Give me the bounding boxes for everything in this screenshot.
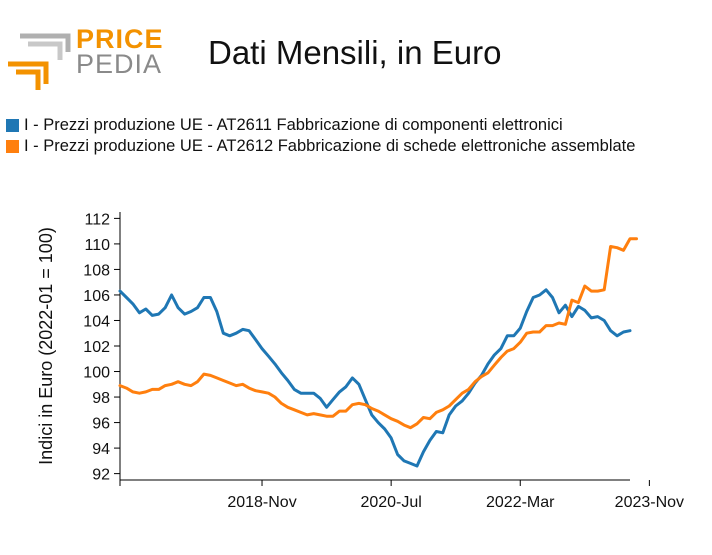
legend-item-series2[interactable]: I - Prezzi produzione UE - AT2612 Fabbri…: [6, 136, 635, 157]
legend-label-series2: I - Prezzi produzione UE - AT2612 Fabbri…: [24, 137, 636, 155]
series-line-1: [118, 288, 632, 468]
series-line-2: [118, 237, 638, 430]
y-tick-label-110: 110: [84, 237, 110, 254]
legend-label-series1: I - Prezzi produzione UE - AT2611 Fabbri…: [24, 116, 563, 134]
chart-title: Dati Mensili, in Euro: [208, 34, 502, 71]
x-tick-label-2023-Nov: 2023-Nov: [615, 494, 684, 511]
legend-item-series1[interactable]: I - Prezzi produzione UE - AT2611 Fabbri…: [6, 115, 635, 136]
y-tick-label-102: 102: [83, 339, 110, 356]
legend: I - Prezzi produzione UE - AT2611 Fabbri…: [6, 115, 635, 157]
y-tick-label-96: 96: [92, 416, 110, 433]
y-tick-label-112: 112: [84, 211, 110, 228]
y-tick-label-92: 92: [92, 467, 110, 484]
y-tick-label-100: 100: [83, 365, 110, 382]
y-tick-label-94: 94: [92, 441, 110, 458]
y-tick-label-104: 104: [83, 313, 110, 330]
y-tick-label-98: 98: [92, 390, 110, 407]
y-tick-label-108: 108: [83, 262, 110, 279]
logo-mark-icon: [8, 33, 71, 90]
x-tick-label-2020-Jul: 2020-Jul: [360, 494, 421, 511]
y-tick-label-106: 106: [83, 288, 110, 305]
pricepedia-logo: PRICE PEDIA: [6, 22, 166, 92]
y-axis-label: Indici in Euro (2022-01 = 100): [36, 227, 56, 465]
legend-swatch-series1: [6, 119, 19, 132]
logo-text-price: PRICE: [76, 24, 164, 54]
x-tick-label-2022-Mar: 2022-Mar: [486, 494, 555, 511]
legend-swatch-series2: [6, 140, 19, 153]
logo-text-pedia: PEDIA: [76, 49, 163, 79]
x-tick-label-2018-Nov: 2018-Nov: [227, 494, 296, 511]
